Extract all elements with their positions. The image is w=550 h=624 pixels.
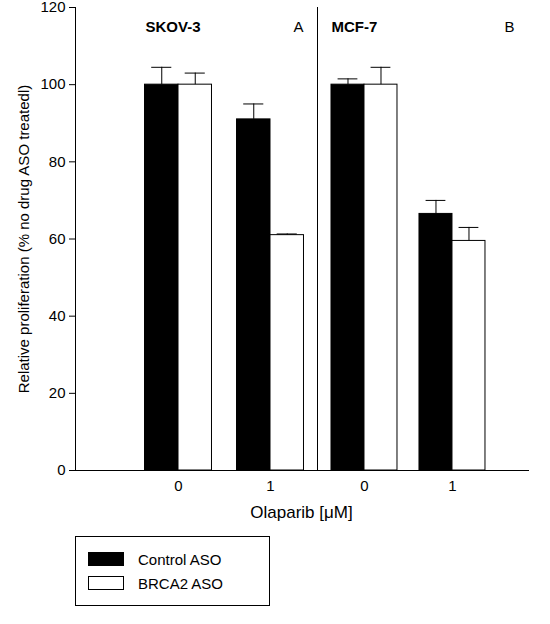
- html-text:Control ASO: Control ASO: [138, 550, 222, 568]
- svg-text:60: 60: [49, 230, 66, 247]
- svg-text:100: 100: [40, 75, 65, 92]
- svg-text:1: 1: [266, 477, 274, 494]
- svg-text:B: B: [504, 18, 514, 35]
- svg-text:SKOV-3: SKOV-3: [146, 18, 201, 35]
- html-text:BRCA2 ASO: BRCA2 ASO: [138, 574, 223, 592]
- svg-text:0: 0: [57, 461, 65, 478]
- svg-text:40: 40: [49, 307, 66, 324]
- svg-text:MCF-7: MCF-7: [332, 18, 378, 35]
- svg-text:80: 80: [49, 153, 66, 170]
- svg-text:20: 20: [49, 384, 66, 401]
- svg-text:0: 0: [360, 477, 368, 494]
- svg-text:0: 0: [174, 477, 182, 494]
- svg-text:A: A: [293, 18, 303, 35]
- svg-text:120: 120: [40, 0, 65, 15]
- svg-text:1: 1: [448, 477, 456, 494]
- html-text:Olaparib [μM]: Olaparib [μM]: [250, 503, 353, 522]
- svg-text:Relative proliferation (% no d: Relative proliferation (% no drug ASO tr…: [15, 85, 32, 394]
